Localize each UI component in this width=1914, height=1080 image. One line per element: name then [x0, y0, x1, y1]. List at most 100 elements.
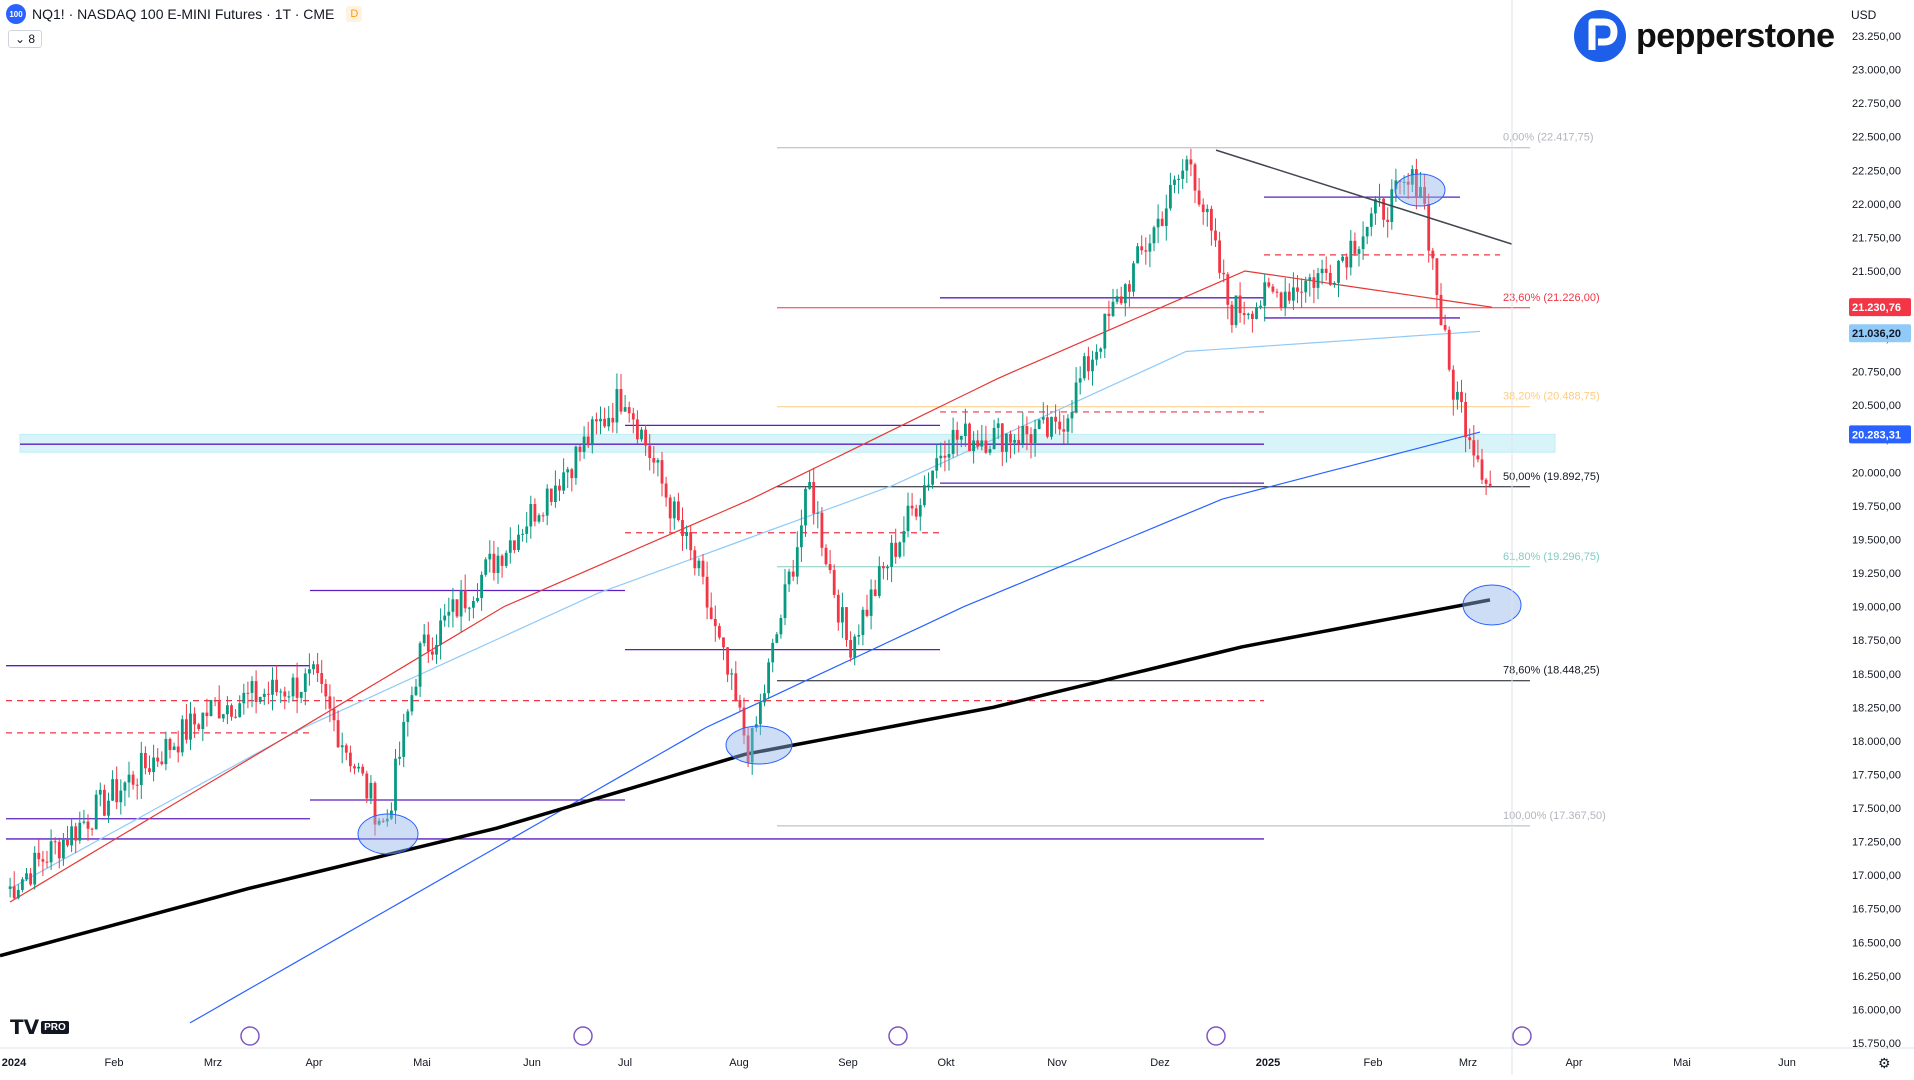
- candle: [394, 758, 397, 811]
- candle: [62, 839, 65, 859]
- x-tick-label: Mai: [413, 1057, 431, 1069]
- candle: [562, 472, 565, 491]
- candle: [939, 455, 943, 459]
- candle: [1160, 218, 1164, 226]
- candle: [603, 418, 606, 427]
- candle: [701, 560, 705, 577]
- candle: [1337, 260, 1340, 283]
- trend-line: [1215, 149, 1513, 245]
- candle: [1058, 421, 1062, 430]
- candle: [865, 609, 869, 616]
- y-tick-label: 15.750,00: [1852, 1038, 1901, 1050]
- candle: [242, 692, 246, 704]
- candle: [1074, 382, 1078, 413]
- x-tick-label: Apr: [1565, 1057, 1582, 1069]
- chart-title[interactable]: NQ1! · NASDAQ 100 E-MINI Futures · 1T · …: [32, 6, 335, 22]
- candle: [238, 703, 242, 718]
- x-tick-label: Mai: [1673, 1057, 1691, 1069]
- y-tick-label: 17.000,00: [1852, 870, 1901, 882]
- x-tick-label: Apr: [305, 1057, 322, 1069]
- candle: [1255, 307, 1258, 320]
- candle: [21, 879, 24, 890]
- candle: [1205, 208, 1209, 213]
- y-tick-label: 22.750,00: [1852, 98, 1901, 110]
- candle: [94, 794, 98, 830]
- candle: [8, 886, 12, 889]
- x-tick-label: Jun: [1778, 1057, 1796, 1069]
- candle: [398, 756, 401, 759]
- candle: [894, 542, 898, 557]
- candle: [964, 423, 967, 437]
- candle: [1091, 359, 1094, 372]
- candle: [197, 724, 201, 730]
- candle: [1210, 208, 1213, 231]
- candle: [484, 559, 488, 575]
- candle: [1050, 416, 1053, 437]
- candle: [1132, 263, 1135, 292]
- candle: [816, 512, 820, 514]
- settings-icon[interactable]: ⚙: [1878, 1055, 1891, 1071]
- event-marker-icon[interactable]: [1512, 1026, 1532, 1046]
- candle: [246, 692, 250, 694]
- candle: [566, 469, 570, 473]
- chart-header[interactable]: 100 NQ1! · NASDAQ 100 E-MINI Futures · 1…: [6, 4, 363, 24]
- candle: [1349, 240, 1353, 268]
- candle: [1095, 351, 1098, 360]
- candle: [1041, 417, 1045, 420]
- candle: [656, 460, 660, 463]
- candle: [804, 488, 807, 526]
- x-tick-label: Mrz: [1459, 1057, 1477, 1069]
- candle: [115, 779, 119, 803]
- candle: [381, 820, 385, 822]
- candle: [226, 705, 229, 715]
- tradingview-logo[interactable]: 𝗧𝗩 PRO: [10, 1015, 69, 1040]
- ma100-line: [189, 431, 1481, 1024]
- candle: [1062, 429, 1066, 432]
- candle: [332, 708, 336, 721]
- currency-label[interactable]: USD: [1851, 8, 1877, 22]
- candle: [1308, 277, 1312, 281]
- candle: [890, 542, 893, 567]
- indicator-toggle-button[interactable]: ⌄ 8: [8, 30, 43, 48]
- candle: [49, 841, 53, 863]
- candle: [1238, 295, 1242, 314]
- candle: [1353, 240, 1357, 254]
- candle: [1148, 243, 1152, 252]
- candle: [533, 504, 537, 522]
- candle: [623, 407, 627, 412]
- candle: [422, 634, 426, 644]
- candle: [750, 727, 754, 763]
- candle: [1078, 378, 1082, 383]
- candle: [808, 482, 811, 489]
- candle: [1443, 324, 1447, 330]
- candle: [25, 873, 28, 880]
- candle: [410, 695, 414, 712]
- candle: [135, 784, 139, 786]
- candle: [1230, 304, 1234, 326]
- candle: [947, 453, 951, 458]
- fib-level-label: 78,60% (18.448,25): [1503, 665, 1600, 677]
- event-marker-icon[interactable]: [1206, 1026, 1226, 1046]
- candle: [234, 716, 237, 718]
- candle: [1177, 178, 1180, 180]
- candle: [828, 564, 832, 571]
- candle: [832, 570, 836, 595]
- candle: [279, 691, 283, 693]
- candle: [70, 826, 73, 846]
- candle: [1423, 186, 1426, 204]
- event-marker-icon[interactable]: [573, 1026, 593, 1046]
- candle: [902, 531, 906, 543]
- candle: [742, 707, 746, 736]
- candle: [996, 423, 1000, 428]
- candle: [906, 505, 910, 532]
- candle: [631, 413, 635, 420]
- event-marker-icon[interactable]: [888, 1026, 908, 1046]
- candle: [1410, 169, 1414, 185]
- candle: [283, 691, 287, 697]
- event-marker-icon[interactable]: [240, 1026, 260, 1046]
- candle: [41, 859, 45, 862]
- candle: [1431, 250, 1435, 259]
- candle: [845, 607, 848, 641]
